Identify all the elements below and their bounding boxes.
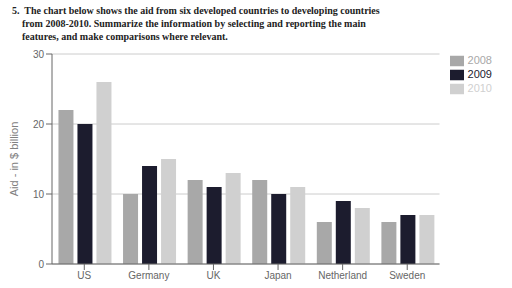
svg-text:0: 0 <box>38 259 44 270</box>
svg-text:Netherland: Netherland <box>318 270 367 281</box>
html-text:2010: 2010 <box>467 82 492 95</box>
svg-text:Japan: Japan <box>264 270 291 281</box>
svg-text:Germany: Germany <box>128 270 169 281</box>
svg-text:UK: UK <box>207 270 221 281</box>
svg-text:30: 30 <box>33 49 45 60</box>
svg-text:20: 20 <box>33 119 45 130</box>
svg-text:Aid - in $ billion: Aid - in $ billion <box>8 122 20 197</box>
html-text:2008: 2008 <box>467 54 492 66</box>
html-text:2009: 2009 <box>467 68 492 81</box>
html-text:5. The chart below shows the a: 5. The chart below shows the aid from si… <box>12 5 380 42</box>
svg-text:US: US <box>77 270 91 281</box>
svg-text:Sweden: Sweden <box>389 270 425 281</box>
svg-text:10: 10 <box>33 189 45 200</box>
